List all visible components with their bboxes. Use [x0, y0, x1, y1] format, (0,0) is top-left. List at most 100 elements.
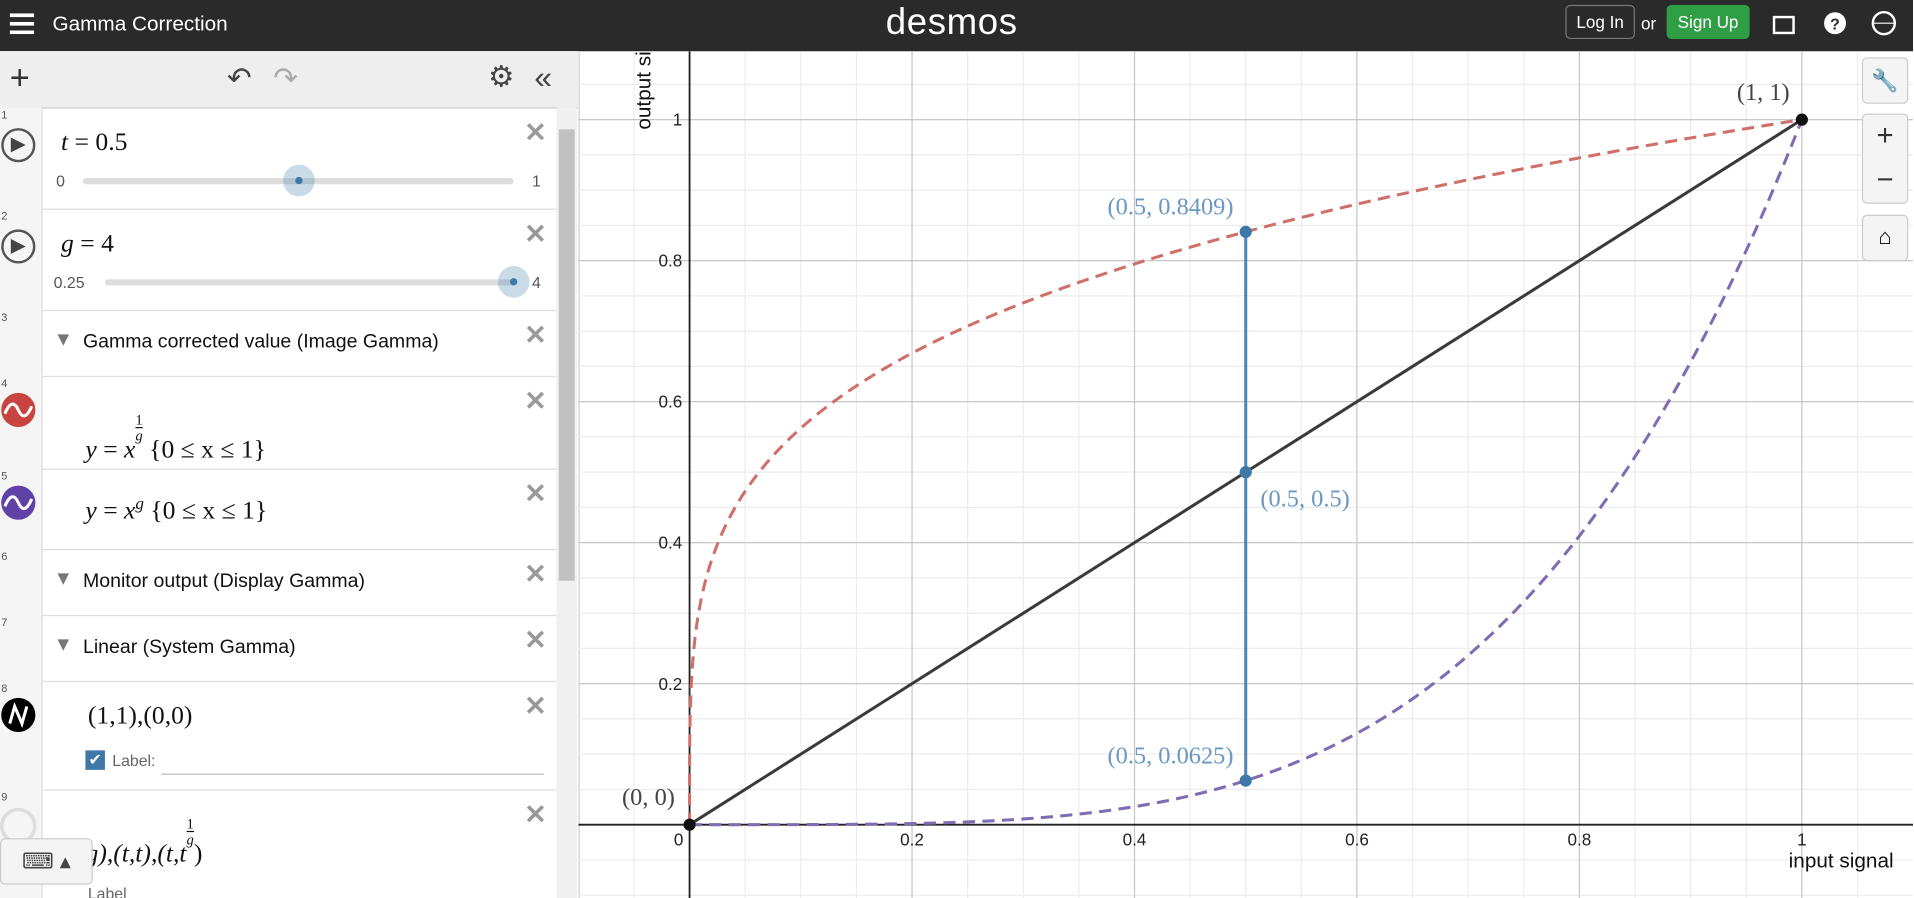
delete-button[interactable]: ✕ [524, 218, 547, 249]
slider-expression: t = 0.5 [61, 126, 128, 157]
var-value: 4 [101, 228, 114, 258]
folder-toggle[interactable]: ▼ [53, 568, 74, 590]
label-caption: Label: [112, 751, 156, 770]
keyboard-button[interactable]: ⌨ ▴ [0, 838, 93, 885]
slider-thumb[interactable] [497, 265, 530, 298]
scroll-thumb[interactable] [558, 129, 575, 581]
add-button[interactable]: + [9, 58, 30, 97]
point-label: (0, 0) [622, 784, 675, 811]
signup-button[interactable]: Sign Up [1666, 4, 1750, 40]
folder-toggle[interactable]: ▼ [53, 634, 74, 656]
x-tick-label: 0.8 [1568, 830, 1592, 849]
play-button[interactable]: ▶ [1, 128, 36, 163]
math-expression: y = xg {0 ≤ x ≤ 1} [85, 495, 268, 525]
label-checkbox[interactable]: ✔ [85, 750, 105, 770]
folder-row: 6 ▼ Monitor output (Display Gamma) ✕ [0, 549, 557, 617]
delete-button[interactable]: ✕ [524, 385, 547, 417]
folder-row: 7 ▼ Linear (System Gamma) ✕ [0, 614, 557, 683]
redo-button[interactable]: ↷ [273, 62, 298, 96]
slider-track[interactable] [104, 265, 530, 298]
header-icons: ? [1772, 10, 1897, 36]
x-tick-label: 0.6 [1345, 830, 1369, 849]
delete-button[interactable]: ✕ [524, 558, 547, 590]
settings-button[interactable]: ⚙ [488, 61, 515, 94]
x-axis-label: input signal [1789, 849, 1894, 872]
folder-row: 3 ▼ Gamma corrected value (Image Gamma) ✕ [0, 309, 557, 378]
expression-row: 1 ▶ t = 0.5 0 1 ✕ [0, 107, 557, 210]
y-tick-label: 0.8 [658, 252, 682, 271]
header: Gamma Correction desmos Log In or Sign U… [0, 0, 1914, 52]
collapse-button[interactable]: « [534, 58, 553, 96]
var-name: t [61, 126, 69, 157]
zoom-buttons[interactable]: + − [1861, 113, 1909, 204]
domain: {0 ≤ x ≤ 1} [150, 495, 268, 525]
x-tick-label: 1 [1797, 830, 1807, 849]
folder-toggle[interactable]: ▼ [53, 329, 74, 351]
help-icon[interactable] [1824, 12, 1847, 35]
y-axis-label: output signal [633, 51, 656, 129]
curve-icon[interactable] [0, 484, 37, 521]
delete-button[interactable]: ✕ [524, 624, 547, 656]
exp-den: g [186, 830, 194, 848]
y-tick-label: 1 [673, 111, 683, 130]
home-button[interactable]: ⌂ [1861, 214, 1909, 262]
login-button[interactable]: Log In [1565, 4, 1635, 40]
slider-track[interactable] [82, 164, 514, 197]
delete-button[interactable]: ✕ [524, 319, 547, 351]
delete-button[interactable]: ✕ [524, 799, 547, 830]
exp-num: 1 [186, 815, 194, 833]
y-tick-label: 0.2 [658, 675, 682, 694]
folder-title: Monitor output (Display Gamma) [82, 571, 366, 592]
graph-title: Gamma Correction [52, 12, 228, 36]
slider-thumb[interactable] [282, 164, 315, 197]
y-tick-label: 0.4 [658, 534, 682, 553]
x-tick-label: 0 [674, 830, 684, 849]
expr-number: 6 [1, 550, 8, 563]
curve-icon[interactable] [0, 392, 37, 429]
expr-number: 5 [1, 469, 8, 482]
folder-title: Linear (System Gamma) [82, 636, 296, 658]
or-text: or [1641, 13, 1657, 33]
exp-num: 1 [135, 411, 143, 429]
delete-button[interactable]: ✕ [524, 690, 547, 722]
expr-number: 1 [1, 108, 8, 121]
label-input[interactable] [161, 773, 545, 775]
delete-button[interactable]: ✕ [524, 117, 547, 148]
slider-max: 1 [531, 172, 541, 191]
share-icon[interactable] [1772, 15, 1795, 35]
point [1795, 113, 1808, 126]
domain: {0 ≤ x ≤ 1} [149, 434, 266, 464]
var-name: g [61, 228, 74, 258]
base: x [124, 495, 136, 525]
undo-button[interactable]: ↶ [226, 62, 252, 96]
slider-min: 0 [56, 172, 65, 191]
slider-min: 0.25 [53, 273, 85, 292]
x-tick-label: 0.2 [900, 830, 924, 849]
expression-list: + ↶ ↷ ⚙ « 1 ▶ t = 0.5 0 1 ✕ 2 ▶ g = 4 0.25… [0, 51, 580, 898]
base: x [124, 434, 136, 464]
x-tick-label: 0.4 [1123, 830, 1147, 849]
menu-icon[interactable] [9, 12, 35, 35]
y-tick-label: 0.6 [658, 393, 682, 412]
expr-number: 9 [1, 790, 8, 803]
math-expression: (1,1),(0,0) [87, 700, 193, 730]
close-paren: ) [193, 838, 203, 868]
curve [688, 118, 1803, 825]
point-label: (0.5, 0.8409) [1108, 194, 1234, 221]
expression-row: 5 y = xg {0 ≤ x ≤ 1} ✕ [0, 468, 557, 551]
delete-button[interactable]: ✕ [524, 478, 547, 509]
var-value: 0.5 [95, 126, 128, 157]
expression-row: 2 ▶ g = 4 0.25 4 ✕ [0, 208, 557, 312]
expr-number: 4 [1, 377, 8, 390]
slider-max: 4 [531, 273, 541, 292]
play-button[interactable]: ▶ [1, 229, 36, 264]
exponent: g [135, 495, 144, 514]
expression-row: 8 (1,1),(0,0) ✔ Label: ✕ [0, 680, 557, 791]
curve [689, 119, 1804, 827]
points-icon[interactable] [0, 697, 37, 734]
graph-settings[interactable]: 🔧 [1861, 57, 1909, 104]
expr-number: 2 [1, 209, 8, 223]
scrollbar[interactable] [556, 107, 578, 898]
